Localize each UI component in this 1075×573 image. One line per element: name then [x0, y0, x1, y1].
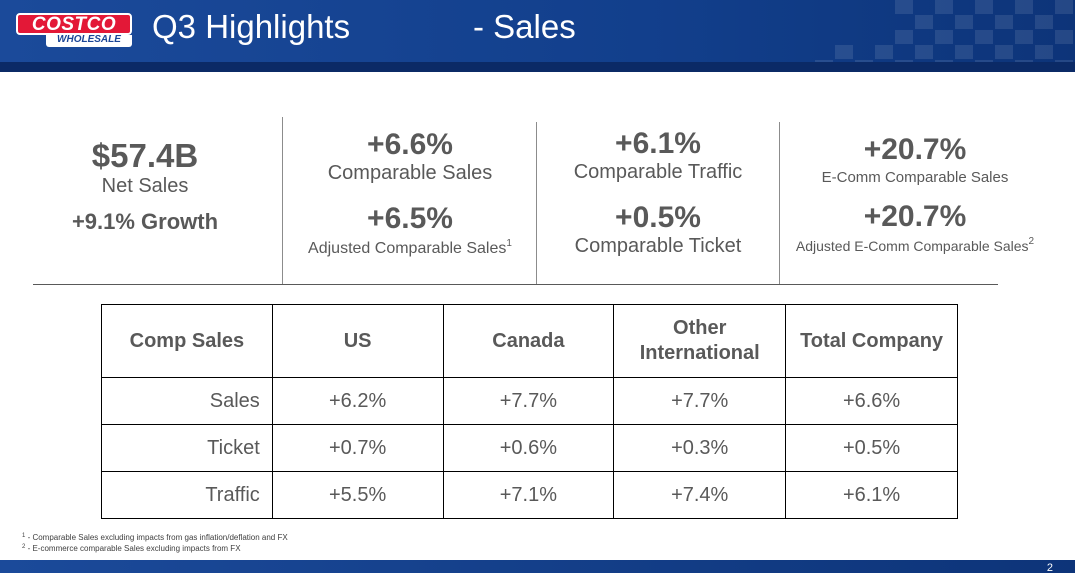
- adj-ecomm-comp-value: +20.7%: [863, 200, 967, 233]
- footnote-1: 1 - Comparable Sales excluding impacts f…: [22, 533, 288, 542]
- checker-square: [815, 60, 833, 62]
- header-underline: [0, 62, 1075, 72]
- header-comp-sales: Comp Sales: [101, 304, 273, 378]
- cell-value: +5.5%: [271, 471, 444, 519]
- row-label-traffic: Traffic: [101, 471, 273, 519]
- cell-value: +6.6%: [785, 377, 958, 425]
- ecomm-comp-value: +20.7%: [863, 133, 967, 166]
- checker-square: [995, 45, 1013, 59]
- checker-square: [975, 30, 993, 44]
- checker-square: [1055, 60, 1073, 62]
- footnote-2: 2 - E-commerce comparable Sales excludin…: [22, 544, 241, 553]
- checker-square: [875, 45, 893, 59]
- page-number: 2: [1046, 562, 1053, 573]
- checker-square: [935, 30, 953, 44]
- row-label-ticket: Ticket: [101, 424, 273, 472]
- logo-top-text: COSTCO: [31, 14, 117, 35]
- checker-square: [975, 0, 993, 14]
- adj-comp-sales-label: Adjusted Comparable Sales: [308, 240, 507, 257]
- checker-square: [915, 15, 933, 29]
- checker-square: [935, 60, 953, 62]
- cell-value: +0.6%: [442, 424, 615, 472]
- table-row: Sales +6.2% +7.7% +7.7% +6.6%: [101, 377, 958, 425]
- header-other-international: Other International: [613, 304, 787, 378]
- header-total-company: Total Company: [785, 304, 958, 378]
- checker-square: [1055, 30, 1073, 44]
- checker-square: [1035, 15, 1053, 29]
- kpi-bottom-rule: [33, 284, 998, 285]
- costco-logo: COSTCO WHOLESALE: [16, 13, 132, 49]
- checker-square: [835, 45, 853, 59]
- header-canada: Canada: [442, 304, 615, 378]
- checker-square: [955, 45, 973, 59]
- checker-square: [995, 15, 1013, 29]
- checker-square: [895, 60, 913, 62]
- net-sales-value: $57.4B: [91, 137, 199, 174]
- table-row: Ticket +0.7% +0.6% +0.3% +0.5%: [101, 424, 958, 472]
- kpi-adj-comp-sales: +6.5% Adjusted Comparable Sales1: [285, 202, 535, 258]
- header-us: US: [271, 304, 444, 378]
- table-header-row: Comp Sales US Canada Other International…: [101, 304, 958, 378]
- cell-value: +0.3%: [613, 424, 787, 472]
- page-subtitle: - Sales: [473, 8, 576, 45]
- comp-traffic-label: Comparable Traffic: [573, 161, 743, 183]
- checker-square: [895, 30, 913, 44]
- net-sales-label: Net Sales: [101, 175, 189, 197]
- cell-value: +7.7%: [442, 377, 615, 425]
- cell-value: +0.7%: [271, 424, 444, 472]
- checker-square: [955, 15, 973, 29]
- checker-square: [915, 45, 933, 59]
- kpi-adj-ecomm-comp: +20.7% Adjusted E-Comm Comparable Sales2: [780, 200, 1050, 254]
- kpi-net-sales: $57.4B Net Sales +9.1% Growth: [40, 137, 250, 235]
- table-row: Traffic +5.5% +7.1% +7.4% +6.1%: [101, 471, 958, 519]
- adj-ecomm-comp-label: Adjusted E-Comm Comparable Sales: [795, 238, 1029, 254]
- checker-square: [1055, 0, 1073, 14]
- kpi-comp-sales: +6.6% Comparable Sales: [285, 128, 535, 185]
- logo-bottom-text: WHOLESALE: [57, 34, 121, 45]
- divider-3: [779, 122, 780, 285]
- checker-square: [855, 60, 873, 62]
- comp-sales-value: +6.6%: [367, 128, 453, 161]
- page-title: Q3 Highlights: [152, 8, 351, 45]
- comp-sales-table: Comp Sales US Canada Other International…: [101, 304, 958, 519]
- checker-square: [975, 60, 993, 62]
- net-sales-growth: +9.1% Growth: [71, 209, 219, 234]
- comp-traffic-value: +6.1%: [615, 127, 701, 160]
- footnote-ref-1: 1: [506, 238, 512, 249]
- checker-square: [1015, 0, 1033, 14]
- checker-square: [1015, 60, 1033, 62]
- cell-value: +6.2%: [271, 377, 444, 425]
- comp-ticket-value: +0.5%: [615, 201, 701, 234]
- comp-ticket-label: Comparable Ticket: [574, 235, 742, 257]
- ecomm-comp-label: E-Comm Comparable Sales: [821, 169, 1009, 186]
- kpi-comp-traffic: +6.1% Comparable Traffic: [538, 127, 778, 184]
- cell-value: +0.5%: [785, 424, 958, 472]
- cell-value: +7.4%: [613, 471, 787, 519]
- checker-square: [1035, 45, 1053, 59]
- checker-pattern: [815, 0, 1075, 62]
- checker-square: [895, 0, 913, 14]
- cell-value: +6.1%: [785, 471, 958, 519]
- comp-sales-label: Comparable Sales: [327, 162, 493, 184]
- divider-2: [536, 122, 537, 285]
- kpi-comp-ticket: +0.5% Comparable Ticket: [538, 201, 778, 258]
- kpi-ecomm-comp: +20.7% E-Comm Comparable Sales: [780, 133, 1050, 186]
- header-band: COSTCO WHOLESALE Q3 Highlights - Sales: [0, 0, 1075, 62]
- adj-comp-sales-value: +6.5%: [367, 202, 453, 235]
- footnote-ref-2: 2: [1028, 236, 1035, 247]
- cell-value: +7.1%: [442, 471, 615, 519]
- footer-band: [0, 560, 1075, 573]
- cell-value: +7.7%: [613, 377, 787, 425]
- checker-square: [935, 0, 953, 14]
- row-label-sales: Sales: [101, 377, 273, 425]
- checker-square: [1015, 30, 1033, 44]
- divider-1: [282, 117, 283, 285]
